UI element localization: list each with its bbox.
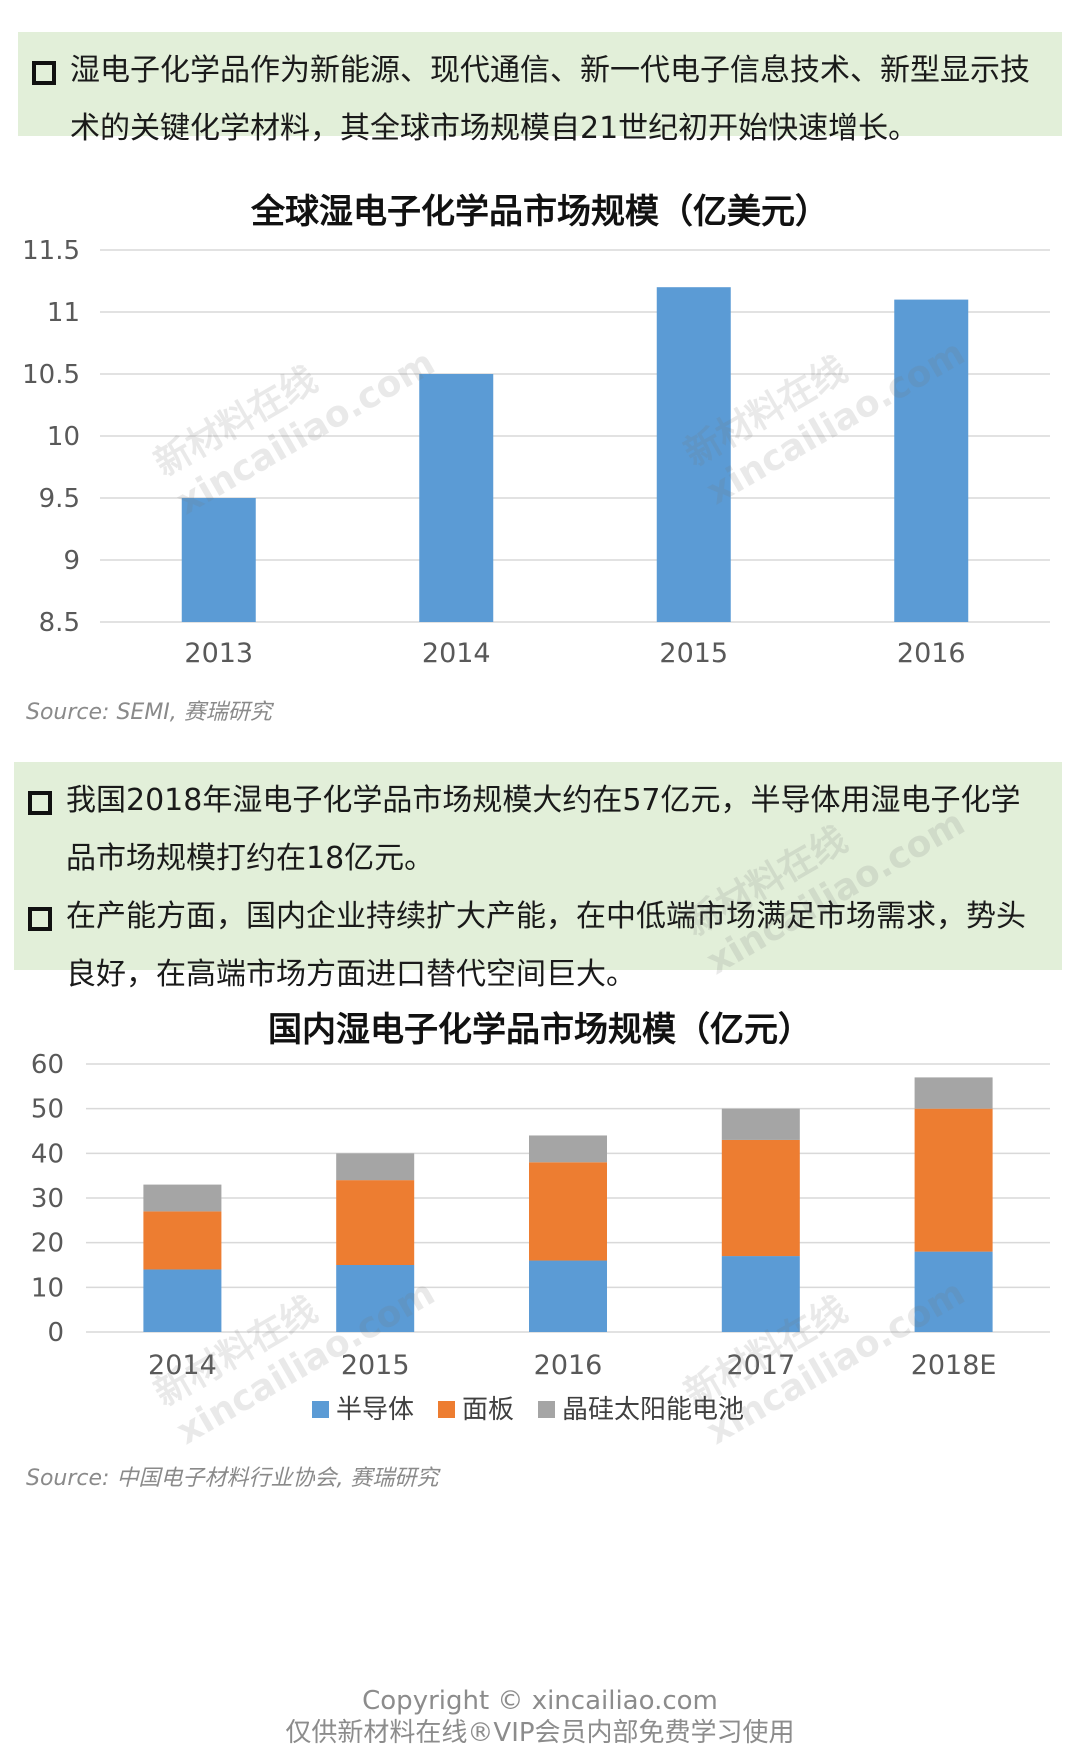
square-bullet-icon xyxy=(28,791,52,815)
x-tick-label: 2014 xyxy=(148,1350,217,1381)
square-bullet-icon xyxy=(28,907,52,931)
bar xyxy=(894,299,969,622)
bar-segment xyxy=(336,1180,415,1265)
chart2-source: Source: 中国电子材料行业协会, 赛瑞研究 xyxy=(26,1466,439,1491)
note-text: 我国2018年湿电子化学品市场规模大约在57亿元，半导体用湿电子化学品市场规模打… xyxy=(66,783,1021,876)
legend-swatch xyxy=(538,1401,555,1418)
x-tick-label: 2013 xyxy=(184,638,253,669)
bar-segment xyxy=(143,1211,222,1270)
x-tick-label: 2018E xyxy=(911,1350,997,1381)
note-text: 在产能方面，国内企业持续扩大产能，在中低端市场满足市场需求，势头良好，在高端市场… xyxy=(66,899,1026,992)
bar-segment xyxy=(914,1077,993,1109)
note-item: 在产能方面，国内企业持续扩大产能，在中低端市场满足市场需求，势头良好，在高端市场… xyxy=(26,888,1050,1004)
bar-segment xyxy=(721,1139,800,1257)
y-tick-label: 10 xyxy=(47,422,80,452)
bar-segment xyxy=(529,1135,607,1163)
bar xyxy=(181,498,256,622)
y-tick-label: 40 xyxy=(31,1139,64,1169)
usage-text: 仅供新材料在线®VIP会员内部免费学习使用 xyxy=(285,1718,795,1748)
bar xyxy=(419,374,494,622)
y-tick-label: 11 xyxy=(47,298,80,328)
bar-segment xyxy=(721,1108,800,1140)
legend-label: 半导体 xyxy=(336,1395,414,1425)
y-tick-label: 11.5 xyxy=(22,236,80,266)
y-tick-label: 50 xyxy=(31,1095,64,1125)
bar-segment xyxy=(143,1184,222,1212)
x-tick-label: 2015 xyxy=(341,1350,410,1381)
x-tick-label: 2014 xyxy=(422,638,491,669)
copyright-text: Copyright © xincailiao.com xyxy=(362,1686,718,1716)
y-tick-label: 30 xyxy=(31,1184,64,1214)
chart1-source: Source: SEMI, 赛瑞研究 xyxy=(26,700,272,725)
note-item: 我国2018年湿电子化学品市场规模大约在57亿元，半导体用湿电子化学品市场规模打… xyxy=(26,772,1050,888)
chart1-title: 全球湿电子化学品市场规模（亿美元） xyxy=(251,192,829,232)
note-item: 湿电子化学品作为新能源、现代通信、新一代电子信息技术、新型显示技术的关键化学材料… xyxy=(30,42,1050,158)
x-tick-label: 2015 xyxy=(659,638,728,669)
x-tick-label: 2017 xyxy=(726,1350,795,1381)
x-tick-label: 2016 xyxy=(534,1350,603,1381)
square-bullet-icon xyxy=(32,61,56,85)
legend-swatch xyxy=(438,1401,455,1418)
y-tick-label: 60 xyxy=(31,1050,64,1080)
legend-label: 晶硅太阳能电池 xyxy=(562,1395,744,1425)
bar-segment xyxy=(336,1153,415,1181)
y-tick-label: 8.5 xyxy=(39,608,80,638)
y-tick-label: 20 xyxy=(31,1229,64,1259)
bar-segment xyxy=(721,1256,800,1332)
y-tick-label: 10.5 xyxy=(22,360,80,390)
y-tick-label: 0 xyxy=(47,1318,64,1348)
legend-swatch xyxy=(312,1401,329,1418)
bar-segment xyxy=(529,1260,607,1332)
note-text: 湿电子化学品作为新能源、现代通信、新一代电子信息技术、新型显示技术的关键化学材料… xyxy=(70,53,1030,146)
legend-label: 面板 xyxy=(462,1395,514,1425)
bar-segment xyxy=(143,1269,222,1332)
y-tick-label: 9.5 xyxy=(39,484,80,514)
y-tick-label: 10 xyxy=(31,1273,64,1303)
bar-segment xyxy=(914,1108,993,1252)
bar-segment xyxy=(529,1162,607,1261)
bar xyxy=(656,287,731,622)
x-tick-label: 2016 xyxy=(897,638,966,669)
note-box-middle: 我国2018年湿电子化学品市场规模大约在57亿元，半导体用湿电子化学品市场规模打… xyxy=(14,762,1062,992)
chart2-plot: 0 10 20 30 40 50 60 2014 2015 2016 2017 2018E 半导体 面板 晶… xyxy=(31,1050,1050,1425)
bar-segment xyxy=(336,1265,415,1332)
y-tick-label: 9 xyxy=(63,546,80,576)
chart1-plot: 8.5 9 9.5 10 10.5 11 11.5 2013 2014 2015 2016 xyxy=(22,236,1050,669)
note-box-top: 湿电子化学品作为新能源、现代通信、新一代电子信息技术、新型显示技术的关键化学材料… xyxy=(18,32,1062,146)
bar-segment xyxy=(914,1251,993,1332)
chart2-title: 国内湿电子化学品市场规模（亿元） xyxy=(268,1010,812,1050)
